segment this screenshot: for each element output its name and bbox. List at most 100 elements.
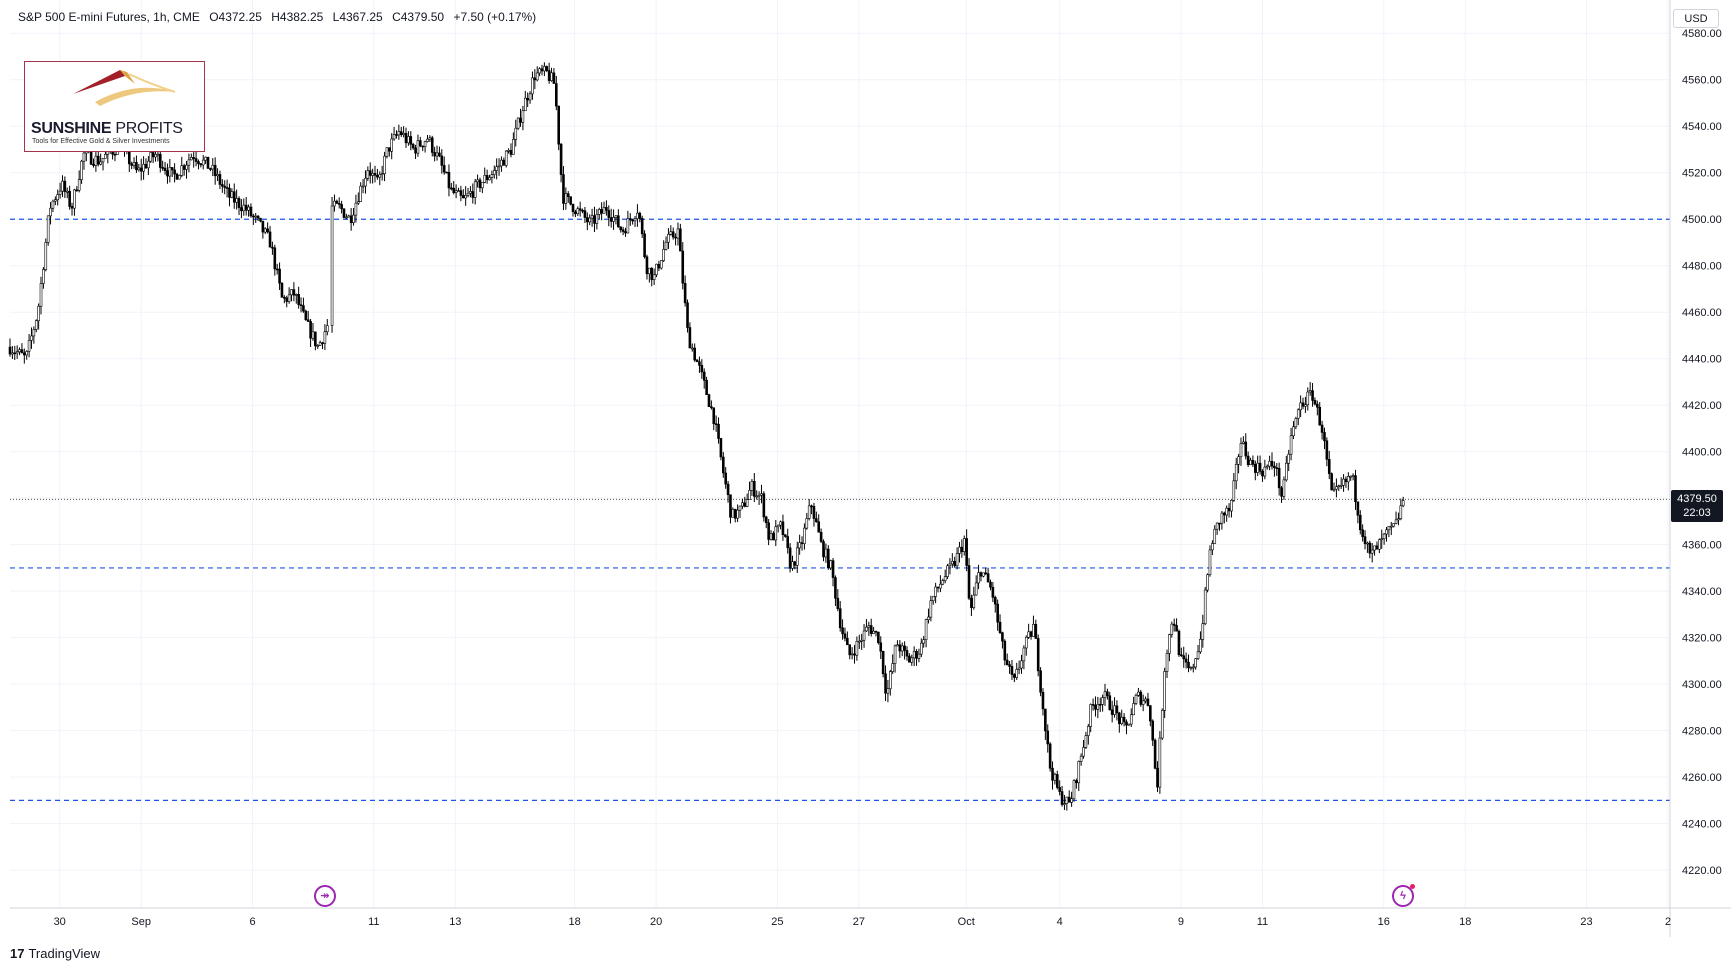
candle	[643, 230, 646, 259]
candle	[941, 578, 945, 586]
candle	[1287, 449, 1290, 472]
candle	[743, 496, 747, 508]
candle	[390, 133, 394, 160]
candle	[488, 174, 491, 181]
candle	[244, 197, 248, 216]
horizontal-levels	[10, 218, 1670, 801]
candle	[977, 564, 980, 590]
candle	[693, 343, 696, 362]
candle	[426, 134, 429, 143]
candle	[197, 159, 200, 170]
candle	[638, 211, 642, 223]
candle	[764, 515, 768, 529]
candle	[256, 215, 260, 222]
candle	[569, 196, 572, 206]
candle	[1323, 427, 1326, 450]
candle	[788, 543, 792, 573]
candle	[144, 158, 148, 170]
candle	[368, 162, 372, 184]
candle	[1389, 521, 1393, 536]
candle	[1277, 462, 1281, 496]
candle	[502, 157, 506, 166]
candle	[1189, 666, 1193, 671]
candle	[1113, 697, 1116, 718]
candle	[762, 491, 766, 522]
price-axis[interactable]: 4220.00 4240.00 4260.00 4280.00 4300.00 4320.…	[1682, 28, 1722, 877]
candle	[1067, 790, 1071, 803]
candle	[528, 91, 532, 104]
candle	[1094, 696, 1097, 717]
candle	[495, 158, 498, 180]
candle	[617, 209, 620, 228]
candle	[707, 393, 711, 408]
candle	[473, 178, 477, 205]
candle	[774, 519, 778, 547]
candle	[1180, 647, 1183, 658]
candle	[566, 191, 570, 203]
candle	[70, 202, 74, 216]
candle	[1227, 503, 1231, 518]
candle	[905, 646, 909, 661]
candle	[323, 324, 327, 350]
candle	[781, 514, 785, 541]
candle	[767, 519, 770, 546]
candle	[435, 145, 439, 161]
candle	[865, 619, 868, 632]
candle	[1089, 703, 1092, 733]
candle	[1017, 660, 1021, 675]
price-tick-label: 4580.00	[1682, 28, 1722, 40]
candle	[1087, 723, 1090, 745]
tradingview-attribution[interactable]: 17 TradingView	[10, 946, 100, 961]
candle	[574, 209, 577, 218]
candle	[531, 71, 534, 100]
candle	[803, 523, 806, 550]
candle	[58, 182, 62, 199]
candle	[1141, 694, 1145, 712]
time-axis[interactable]: 30 Sep 6 11 13 18 20 25 27 Oct 4 9 11 16 18 23 2	[54, 916, 1671, 928]
symbol-name[interactable]: S&P 500 E-mini Futures, 1h, CME	[18, 10, 200, 24]
candle	[810, 504, 813, 515]
oct-event-icon[interactable]: ϟ	[1392, 884, 1415, 907]
candle	[628, 213, 632, 226]
candle	[824, 543, 828, 563]
candle	[440, 149, 444, 174]
candle	[822, 539, 825, 562]
candle	[39, 276, 43, 315]
candle	[357, 192, 360, 206]
candle	[385, 147, 389, 159]
candle	[826, 545, 830, 570]
candle	[1203, 586, 1207, 626]
candle	[380, 165, 384, 181]
candle	[419, 136, 422, 148]
candle	[1306, 387, 1310, 411]
candle	[311, 322, 315, 341]
candle	[1106, 688, 1109, 700]
candle	[1022, 645, 1026, 670]
price-tick-label: 4260.00	[1682, 772, 1722, 784]
candle	[1399, 498, 1403, 521]
candle	[621, 226, 625, 236]
candle	[1392, 522, 1395, 528]
candle	[1311, 383, 1314, 407]
candle	[1299, 395, 1302, 418]
price-tick-label: 4440.00	[1682, 354, 1722, 366]
candle	[247, 204, 250, 217]
candle	[955, 547, 959, 570]
time-tick-label: 25	[771, 916, 783, 928]
candle	[1013, 673, 1016, 683]
candle	[466, 187, 470, 198]
candle	[1191, 663, 1195, 673]
currency-button[interactable]: USD	[1673, 9, 1719, 28]
candle	[717, 417, 720, 444]
candle	[600, 202, 603, 221]
time-tick-label: 23	[1580, 916, 1592, 928]
candle	[1041, 688, 1045, 716]
candle	[521, 105, 525, 131]
candle	[318, 340, 322, 346]
candle	[662, 240, 665, 263]
candle	[683, 275, 687, 307]
sep-event-icon[interactable]: ↠	[314, 885, 336, 907]
candle	[75, 186, 79, 192]
candle	[438, 146, 441, 158]
